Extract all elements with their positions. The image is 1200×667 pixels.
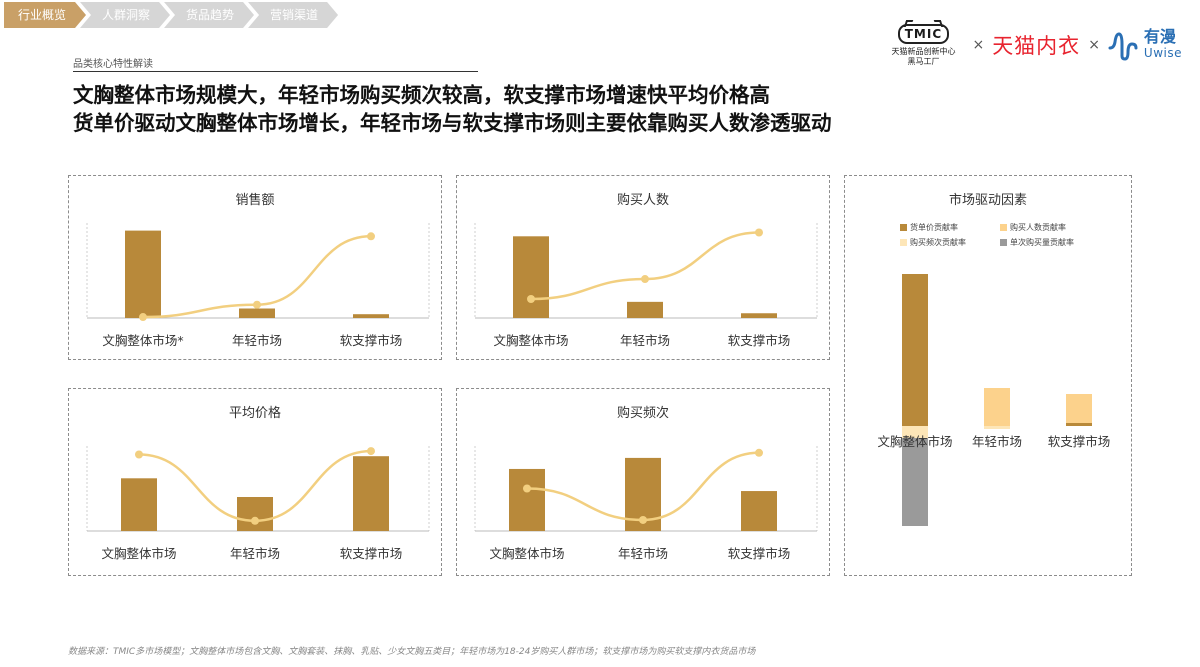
sales-chart: 文胸整体市场* 年轻市场 软支撑市场 bbox=[86, 223, 430, 348]
bar bbox=[741, 313, 777, 318]
headline-line-1: 文胸整体市场规模大，年轻市场购买频次较高，软支撑市场增速快平均价格高 bbox=[73, 83, 770, 107]
nav-tab-industry-overview[interactable]: 行业概览 bbox=[4, 2, 86, 28]
uwise-logo: 有漫 Uwise bbox=[1108, 28, 1182, 62]
trend-point bbox=[367, 232, 375, 241]
legend-swatch bbox=[900, 224, 907, 231]
purchase-frequency-chart: 文胸整体市场 年轻市场 软支撑市场 bbox=[474, 446, 818, 561]
section-label: 品类核心特性解读 bbox=[73, 59, 153, 70]
legend-item: 购买频次贡献率 bbox=[900, 237, 966, 248]
stacked-bar-segment bbox=[984, 388, 1010, 426]
uwise-wave-icon bbox=[1108, 32, 1138, 61]
partner-logos: TMIC 天猫新品创新中心 黑马工厂 × 天猫内衣 × 有漫 Uwise bbox=[882, 20, 1182, 70]
trend-point bbox=[139, 313, 147, 322]
uwise-name-en: Uwise bbox=[1143, 46, 1182, 60]
bar bbox=[353, 314, 389, 318]
legend-swatch bbox=[1000, 239, 1007, 246]
trend-point bbox=[755, 448, 763, 457]
tmic-badge: TMIC bbox=[897, 24, 950, 44]
x-tick-label: 文胸整体市场 bbox=[489, 546, 564, 561]
x-tick-label: 年轻市场 bbox=[230, 546, 280, 561]
bar bbox=[353, 456, 389, 531]
tmic-subtitle: 天猫新品创新中心 bbox=[891, 47, 956, 56]
trend-point bbox=[135, 450, 143, 459]
bar bbox=[125, 230, 161, 318]
chart-title: 平均价格 bbox=[228, 406, 281, 421]
x-tick-label: 年轻市场 bbox=[972, 434, 1022, 449]
logo-separator: × bbox=[972, 37, 985, 53]
legend-item: 货单价贡献率 bbox=[900, 222, 958, 233]
stacked-bar-segment bbox=[902, 274, 928, 426]
legend-item: 购买人数贡献率 bbox=[1000, 222, 1066, 233]
breadcrumb-nav: 行业概览 人群洞察 货品趋势 营销渠道 bbox=[4, 2, 332, 28]
legend-swatch bbox=[900, 239, 907, 246]
x-tick-label: 文胸整体市场* bbox=[102, 333, 183, 348]
x-tick-label: 软支撑市场 bbox=[1048, 434, 1111, 449]
x-tick-label: 软支撑市场 bbox=[340, 546, 403, 561]
stacked-bar-segment bbox=[1066, 394, 1092, 423]
headline-line-2: 货单价驱动文胸整体市场增长，年轻市场与软支撑市场则主要依靠购买人数渗透驱动 bbox=[73, 111, 832, 135]
bar bbox=[509, 468, 545, 531]
purchase-frequency-chart-panel: 购买频次 文胸整体市场 年轻市场 软支撑市场 bbox=[456, 388, 830, 576]
data-source-note: 数据来源：TMIC多市场模型；文胸整体市场包含文胸、文胸套装、抹胸、乳贴、少女文… bbox=[68, 647, 756, 657]
chart-title: 市场驱动因素 bbox=[948, 193, 1027, 208]
chart-title: 销售额 bbox=[235, 193, 275, 208]
bar bbox=[121, 478, 157, 531]
bar bbox=[627, 301, 663, 318]
avg-price-chart-panel: 平均价格 文胸整体市场 年轻市场 软支撑市场 bbox=[68, 388, 442, 576]
trend-point bbox=[523, 484, 531, 493]
chart-title: 购买人数 bbox=[616, 193, 669, 208]
bar bbox=[237, 497, 273, 531]
market-drivers-chart-panel: 市场驱动因素 货单价贡献率 购买人数贡献率 购买频次贡献率 单次购买量贡献率 文… bbox=[844, 175, 1132, 576]
stacked-bar-segment bbox=[902, 426, 928, 438]
avg-price-chart: 文胸整体市场 年轻市场 软支撑市场 bbox=[86, 446, 430, 561]
buyers-chart: 文胸整体市场 年轻市场 软支撑市场 bbox=[474, 223, 818, 348]
trend-point bbox=[639, 515, 647, 524]
x-tick-label: 文胸整体市场 bbox=[877, 434, 952, 449]
x-tick-label: 软支撑市场 bbox=[340, 333, 403, 348]
chart-title: 购买频次 bbox=[616, 406, 669, 421]
trend-point bbox=[527, 295, 535, 303]
bar bbox=[239, 308, 275, 318]
bar bbox=[513, 236, 549, 318]
bar bbox=[741, 491, 777, 531]
trend-point bbox=[253, 300, 261, 309]
x-tick-label: 年轻市场 bbox=[620, 333, 670, 348]
x-tick-label: 文胸整体市场 bbox=[493, 333, 568, 348]
page-title: 文胸整体市场规模大，年轻市场购买频次较高，软支撑市场增速快平均价格高 货单价驱动… bbox=[73, 81, 832, 137]
trend-point bbox=[251, 516, 259, 525]
x-tick-label: 软支撑市场 bbox=[728, 546, 791, 561]
stacked-bar-segment bbox=[902, 438, 928, 526]
nav-tab-audience-insight[interactable]: 人群洞察 bbox=[80, 2, 170, 28]
tmic-logo: TMIC 天猫新品创新中心 黑马工厂 bbox=[882, 24, 964, 66]
tmic-subtitle-2: 黑马工厂 bbox=[907, 57, 940, 66]
trend-line bbox=[530, 231, 760, 301]
legend-swatch bbox=[1000, 224, 1007, 231]
market-drivers-chart: 文胸整体市场 年轻市场 软支撑市场 bbox=[877, 274, 1111, 526]
nav-tab-marketing-channel[interactable]: 营销渠道 bbox=[248, 2, 338, 28]
nav-tab-product-trend[interactable]: 货品趋势 bbox=[164, 2, 254, 28]
x-tick-label: 年轻市场 bbox=[618, 546, 668, 561]
x-tick-label: 文胸整体市场 bbox=[101, 546, 176, 561]
logo-separator: × bbox=[1088, 37, 1100, 53]
tmall-lingerie-logo: 天猫内衣 bbox=[992, 34, 1081, 58]
trend-point bbox=[755, 228, 763, 237]
buyers-chart-panel: 购买人数 文胸整体市场 年轻市场 软支撑市场 bbox=[456, 175, 830, 360]
stacked-bar-segment bbox=[984, 426, 1010, 429]
legend-item: 单次购买量贡献率 bbox=[1000, 237, 1074, 248]
uwise-name-cn: 有漫 bbox=[1143, 27, 1176, 46]
stacked-bar-segment bbox=[1066, 423, 1092, 426]
trend-point bbox=[641, 275, 649, 284]
trend-point bbox=[367, 447, 375, 456]
section-divider bbox=[73, 71, 478, 72]
sales-chart-panel: 销售额 文胸整体市场* 年轻市场 软支撑市场 bbox=[68, 175, 442, 360]
x-tick-label: 年轻市场 bbox=[232, 333, 282, 348]
x-tick-label: 软支撑市场 bbox=[728, 333, 791, 348]
